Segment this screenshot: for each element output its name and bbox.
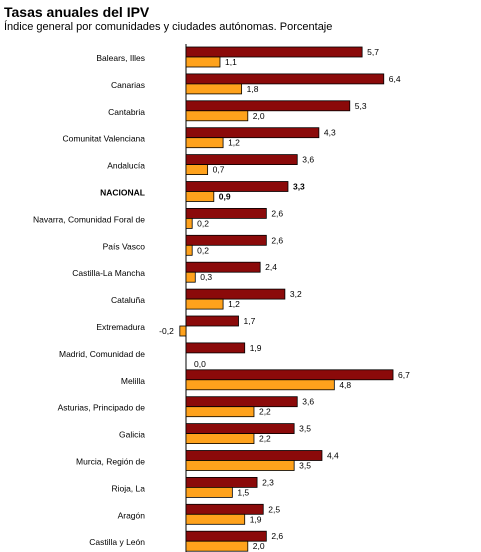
bar-series-1 xyxy=(185,476,258,488)
data-label: 2,6 xyxy=(271,208,283,218)
data-label: 3,6 xyxy=(302,155,314,165)
category-label: Cantabria xyxy=(108,107,145,117)
bar-series-1 xyxy=(185,450,323,461)
data-label: 5,7 xyxy=(367,47,379,57)
bar-series-2 xyxy=(185,191,215,202)
chart-subtitle: Índice general por comunidades y ciudade… xyxy=(4,21,333,33)
category-label: Cataluña xyxy=(111,295,145,305)
bar-series-1 xyxy=(185,261,261,273)
bar-series-1 xyxy=(185,315,239,327)
category-label: Madrid, Comunidad de xyxy=(59,349,145,359)
bar-series-1 xyxy=(185,288,286,300)
bar-series-2 xyxy=(185,137,224,149)
data-label: 0,9 xyxy=(219,192,231,202)
data-label: 3,2 xyxy=(290,289,302,299)
data-label: 2,0 xyxy=(253,541,265,551)
data-label: 0,7 xyxy=(213,165,225,175)
bar-series-2 xyxy=(185,271,196,283)
bar-series-2 xyxy=(185,460,295,471)
bar-series-1 xyxy=(185,396,298,408)
bar-series-2 xyxy=(185,406,255,418)
data-label: 6,4 xyxy=(389,74,401,84)
category-label: Andalucía xyxy=(107,161,145,171)
category-label: Castilla y León xyxy=(89,537,145,547)
bar-series-1 xyxy=(185,73,385,85)
bar-series-1 xyxy=(185,369,394,381)
data-label: 1,7 xyxy=(244,316,256,326)
data-label: 2,0 xyxy=(253,111,265,121)
data-label: 2,5 xyxy=(268,504,280,514)
data-label: 1,9 xyxy=(250,343,262,353)
data-label: 1,1 xyxy=(225,57,237,67)
data-label: 5,3 xyxy=(355,101,367,111)
data-label: 2,6 xyxy=(271,531,283,541)
bar-series-1 xyxy=(185,234,267,246)
bar-series-1 xyxy=(185,127,320,139)
data-label: 0,0 xyxy=(194,359,206,369)
category-label: Aragón xyxy=(118,510,146,520)
bar-series-2 xyxy=(179,325,187,337)
bar-series-1 xyxy=(185,154,298,166)
data-label: 3,5 xyxy=(299,424,311,434)
bar-series-2 xyxy=(185,110,249,122)
category-label: Murcia, Región de xyxy=(76,457,145,467)
category-label: Castilla-La Mancha xyxy=(72,268,145,278)
data-label: 6,7 xyxy=(398,370,410,380)
data-label: 3,6 xyxy=(302,397,314,407)
category-label: Galicia xyxy=(119,430,145,440)
data-label: 2,6 xyxy=(271,235,283,245)
category-label: Rioja, La xyxy=(111,483,145,493)
category-label: Navarra, Comunidad Foral de xyxy=(33,214,145,224)
bar-series-2 xyxy=(185,244,193,256)
bar-series-1 xyxy=(185,342,246,354)
category-label: Melilla xyxy=(121,376,145,386)
bar-series-2 xyxy=(185,56,221,68)
bar-series-2 xyxy=(185,83,243,95)
category-label: Comunitat Valenciana xyxy=(62,134,145,144)
bar-series-2 xyxy=(185,540,249,552)
bar-series-2 xyxy=(185,217,193,229)
bar-series-2 xyxy=(185,164,209,176)
data-label: 0,3 xyxy=(200,272,212,282)
bar-series-1 xyxy=(185,181,289,192)
data-label: 2,4 xyxy=(265,262,277,272)
data-label: 1,2 xyxy=(228,299,240,309)
data-label: 3,3 xyxy=(293,182,305,192)
data-label: 4,4 xyxy=(327,451,339,461)
data-label: 0,2 xyxy=(197,245,209,255)
category-label: Canarias xyxy=(111,80,145,90)
data-label: 0,2 xyxy=(197,218,209,228)
data-label: 1,9 xyxy=(250,514,262,524)
category-label: País Vasco xyxy=(103,241,146,251)
bar-series-1 xyxy=(185,46,363,58)
bar-series-1 xyxy=(185,207,267,219)
bar-series-2 xyxy=(185,486,233,498)
data-label: 1,5 xyxy=(237,487,249,497)
data-label: 1,8 xyxy=(247,84,259,94)
data-label: 4,8 xyxy=(339,380,351,390)
data-label: 2,2 xyxy=(259,407,271,417)
chart-title: Tasas anuales del IPV xyxy=(4,4,150,20)
category-label: Balears, Illes xyxy=(96,53,145,63)
data-label: 3,5 xyxy=(299,461,311,471)
bar-series-1 xyxy=(185,100,351,112)
category-label: Asturias, Principado de xyxy=(58,403,146,413)
data-label: 2,3 xyxy=(262,477,274,487)
data-label: 2,2 xyxy=(259,434,271,444)
bar-series-1 xyxy=(185,530,267,542)
bar-series-2 xyxy=(185,379,335,391)
bar-series-2 xyxy=(185,298,224,310)
bar-series-2 xyxy=(185,513,246,525)
category-label: NACIONAL xyxy=(100,188,145,198)
data-label: -0,2 xyxy=(159,326,174,336)
data-label: 1,2 xyxy=(228,138,240,148)
category-label: Extremadura xyxy=(96,322,145,332)
data-label: 4,3 xyxy=(324,128,336,138)
bar-series-1 xyxy=(185,503,264,515)
bar-series-2 xyxy=(185,433,255,445)
bar-series-1 xyxy=(185,423,295,435)
